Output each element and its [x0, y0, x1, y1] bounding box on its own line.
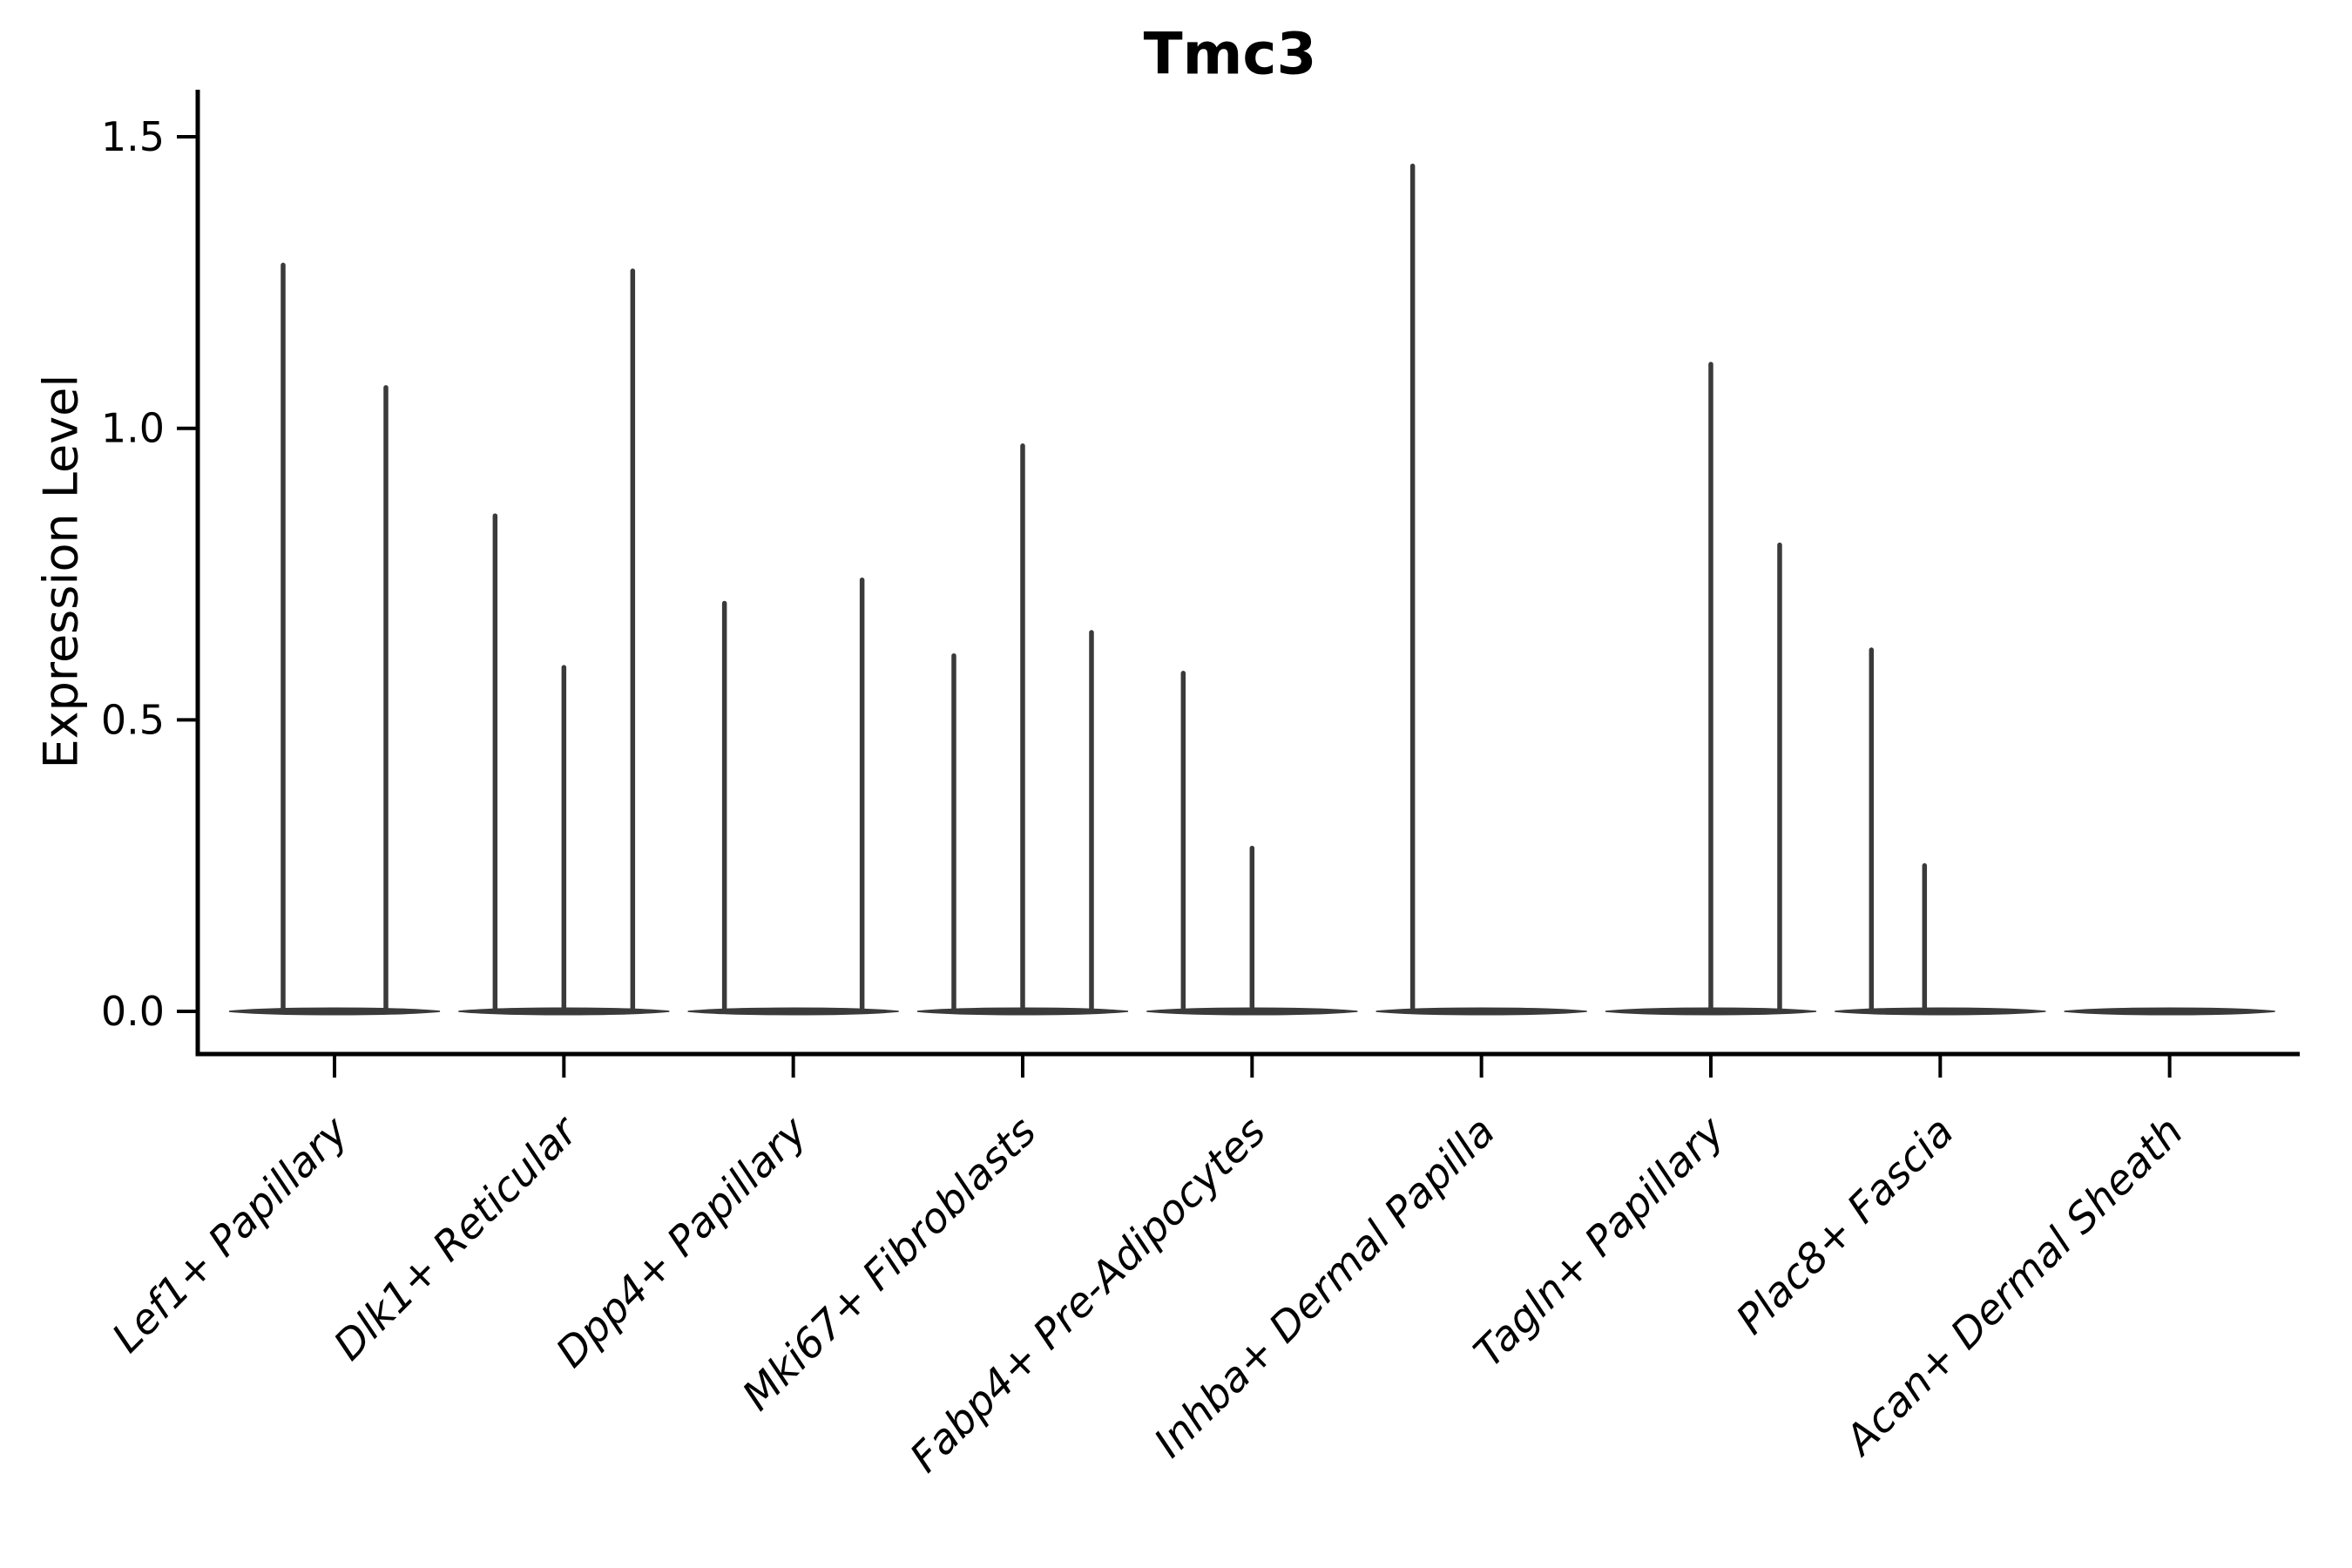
y-tick-label: 1.0 — [101, 405, 165, 452]
violin-base — [687, 1007, 899, 1016]
violin-base — [916, 1007, 1129, 1016]
y-axis-label: Expression Level — [33, 374, 89, 769]
x-tick-label: Plac8+ Fascia — [1727, 1108, 1963, 1344]
x-tick-label: Dpp4+ Papillary — [547, 1107, 817, 1377]
chart-title: Tmc3 — [1143, 20, 1317, 88]
violin-base — [1375, 1007, 1587, 1016]
y-tick-label: 0.5 — [101, 696, 165, 743]
violin-base — [1835, 1007, 2046, 1016]
x-tick-label: Tagln+ Papillary — [1465, 1107, 1735, 1377]
violin-base — [1605, 1007, 1817, 1016]
y-tick-label: 1.5 — [101, 113, 165, 160]
violin-base — [228, 1007, 441, 1016]
y-tick-label: 0.0 — [101, 988, 165, 1035]
violin-base — [458, 1007, 670, 1016]
x-tick-label: Dlk1+ Reticular — [325, 1106, 589, 1370]
violin-base — [1146, 1007, 1358, 1016]
x-tick-label: Lef1+ Papillary — [103, 1107, 358, 1362]
violin-base — [2064, 1007, 2275, 1016]
